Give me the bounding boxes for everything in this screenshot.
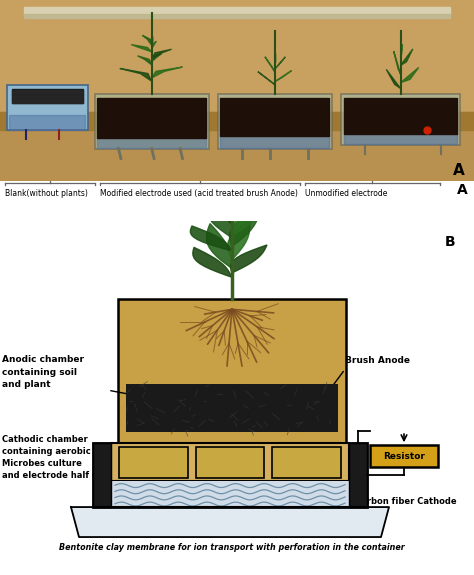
Polygon shape xyxy=(193,247,232,277)
Polygon shape xyxy=(265,57,275,72)
Bar xyxy=(344,133,457,144)
Bar xyxy=(7,85,88,131)
Bar xyxy=(111,443,349,481)
Polygon shape xyxy=(152,41,156,48)
Polygon shape xyxy=(386,70,401,89)
Bar xyxy=(12,90,83,93)
Bar xyxy=(9,115,85,129)
Bar xyxy=(196,447,264,477)
Polygon shape xyxy=(227,187,245,222)
Polygon shape xyxy=(120,68,152,81)
Bar xyxy=(97,98,206,137)
Polygon shape xyxy=(152,53,162,62)
Text: Carbon fiber Cathode: Carbon fiber Cathode xyxy=(355,497,456,506)
Polygon shape xyxy=(223,196,237,216)
Bar xyxy=(12,89,83,104)
Text: B: B xyxy=(444,235,455,250)
Bar xyxy=(218,94,332,148)
Polygon shape xyxy=(207,224,232,269)
Polygon shape xyxy=(229,209,260,247)
Bar xyxy=(119,447,188,477)
Bar xyxy=(95,94,209,148)
Polygon shape xyxy=(232,204,264,236)
Polygon shape xyxy=(275,71,292,82)
Text: Blank(without plants): Blank(without plants) xyxy=(5,189,88,198)
Text: Anodic chamber
containing soil
and plant: Anodic chamber containing soil and plant xyxy=(2,355,84,389)
Bar xyxy=(118,300,346,447)
Polygon shape xyxy=(275,57,285,69)
Bar xyxy=(24,7,450,14)
Text: Modified electrode used (acid treated brush Anode): Modified electrode used (acid treated br… xyxy=(100,189,298,198)
Bar xyxy=(0,112,474,181)
Polygon shape xyxy=(401,44,402,57)
Polygon shape xyxy=(152,49,172,58)
Bar xyxy=(349,443,367,507)
Polygon shape xyxy=(152,67,182,78)
Bar xyxy=(220,98,329,136)
Polygon shape xyxy=(208,196,233,237)
Bar xyxy=(12,93,83,96)
Polygon shape xyxy=(230,245,267,273)
Polygon shape xyxy=(131,44,152,52)
Bar xyxy=(12,97,83,99)
Text: Resistor: Resistor xyxy=(383,451,425,461)
Text: Cathodic chamber
containing aerobic
Microbes culture
and electrode half submerge: Cathodic chamber containing aerobic Micr… xyxy=(2,435,145,480)
Bar xyxy=(93,443,367,507)
Polygon shape xyxy=(401,67,419,83)
Bar xyxy=(12,101,83,104)
Bar xyxy=(0,0,474,112)
Text: Bentonite clay membrane for ion transport with perforation in the container: Bentonite clay membrane for ion transpor… xyxy=(59,543,405,552)
Polygon shape xyxy=(228,220,250,260)
Text: A: A xyxy=(453,163,465,178)
Polygon shape xyxy=(137,56,152,65)
Bar xyxy=(273,447,341,477)
Polygon shape xyxy=(215,177,235,225)
Polygon shape xyxy=(191,226,232,251)
Bar xyxy=(24,14,450,18)
Text: A: A xyxy=(457,183,468,197)
Polygon shape xyxy=(71,507,389,537)
Bar xyxy=(344,98,457,134)
Polygon shape xyxy=(401,49,413,66)
Bar xyxy=(93,443,111,507)
Polygon shape xyxy=(394,51,401,74)
Polygon shape xyxy=(142,35,152,45)
Bar xyxy=(111,481,349,507)
Bar xyxy=(370,445,438,467)
Bar xyxy=(97,137,206,148)
Text: Brush Anode: Brush Anode xyxy=(345,356,410,365)
Text: Unmodified electrode: Unmodified electrode xyxy=(305,189,387,198)
Bar xyxy=(341,94,460,145)
Bar xyxy=(126,384,338,432)
Polygon shape xyxy=(258,72,275,85)
Bar xyxy=(0,112,474,131)
Bar xyxy=(220,135,329,148)
